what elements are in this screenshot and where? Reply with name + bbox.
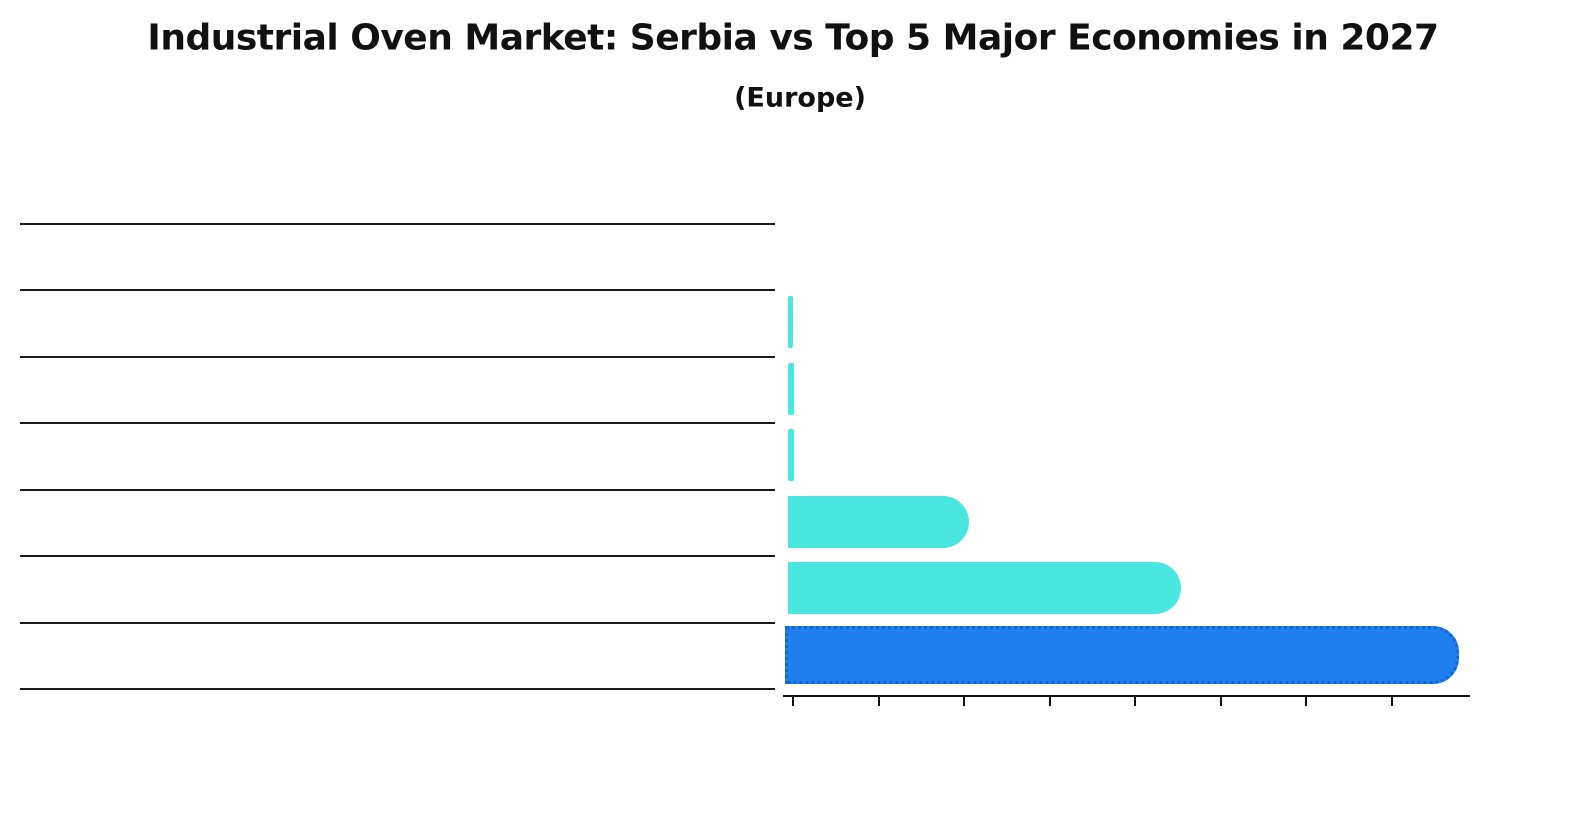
bar-germany — [788, 296, 793, 348]
chart-subtitle: (Europe) — [734, 82, 866, 114]
x-axis-tick — [1134, 695, 1136, 706]
x-axis-tick — [1048, 695, 1051, 706]
table-row-separator — [20, 555, 775, 557]
x-axis-tick — [1390, 695, 1393, 706]
x-axis-tick — [1219, 695, 1222, 706]
x-axis-tick — [792, 695, 794, 706]
x-axis-tick — [963, 695, 965, 706]
x-axis-tick — [877, 695, 880, 706]
bar-serbia — [785, 625, 1460, 684]
table-row-separator — [20, 289, 775, 291]
x-axis-tick — [1305, 695, 1307, 706]
table-row-separator — [20, 688, 775, 690]
table-row-separator — [20, 621, 775, 624]
bar-united-kingdom — [788, 362, 794, 415]
bar-italy — [788, 495, 969, 548]
bar-france — [788, 429, 794, 481]
table-row-separator — [20, 222, 775, 225]
table-row-separator — [20, 488, 775, 491]
x-axis-line — [783, 695, 1470, 697]
table-row-separator — [20, 422, 775, 424]
table-row-separator — [20, 355, 775, 358]
bar-russia — [788, 562, 1181, 614]
chart-title: Industrial Oven Market: Serbia vs Top 5 … — [147, 17, 1439, 59]
